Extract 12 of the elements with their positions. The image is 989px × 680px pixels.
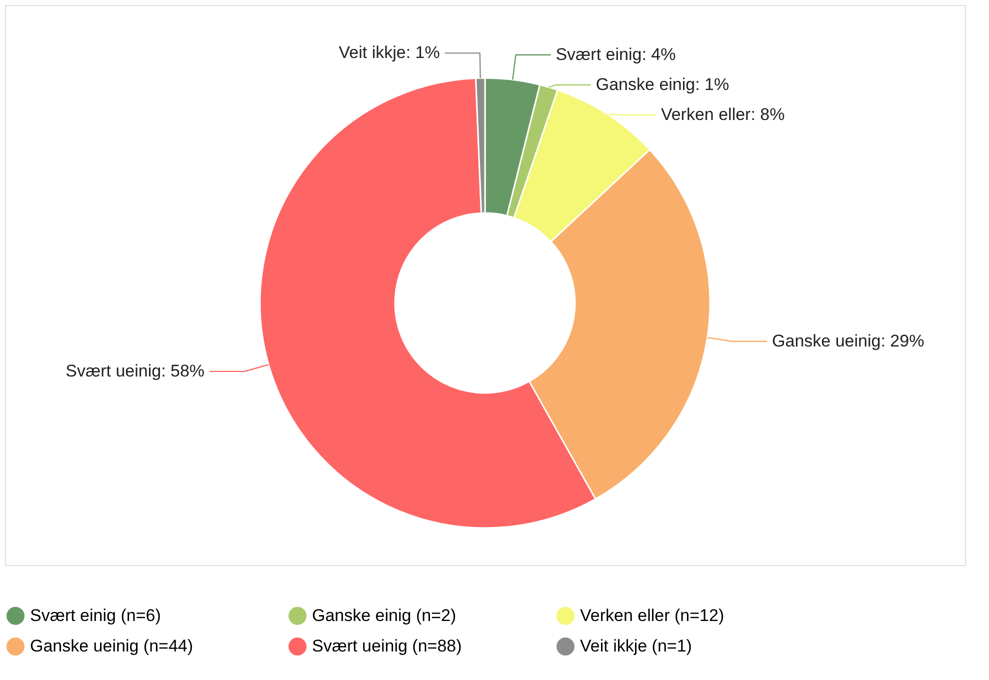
legend-label: Svært ueinig (n=88) — [312, 636, 462, 656]
text: Ganske ueinig: 29% — [772, 331, 924, 350]
text: Svært einig: 4% — [556, 44, 676, 64]
legend-label: Ganske ueinig (n=44) — [30, 636, 194, 656]
legend-label: Ganske einig (n=2) — [312, 606, 456, 625]
legend-label: Verken eller (n=12) — [580, 606, 724, 625]
legend-label: Veit ikkje (n=1) — [580, 636, 692, 656]
text: Verken eller: 8% — [660, 104, 785, 124]
text: Veit ikkje: 1% — [338, 43, 440, 62]
legend-label: Svært einig (n=6) — [30, 606, 161, 625]
text: Ganske einig: 1% — [596, 74, 730, 94]
text: Svært ueinig: 58% — [66, 361, 205, 380]
